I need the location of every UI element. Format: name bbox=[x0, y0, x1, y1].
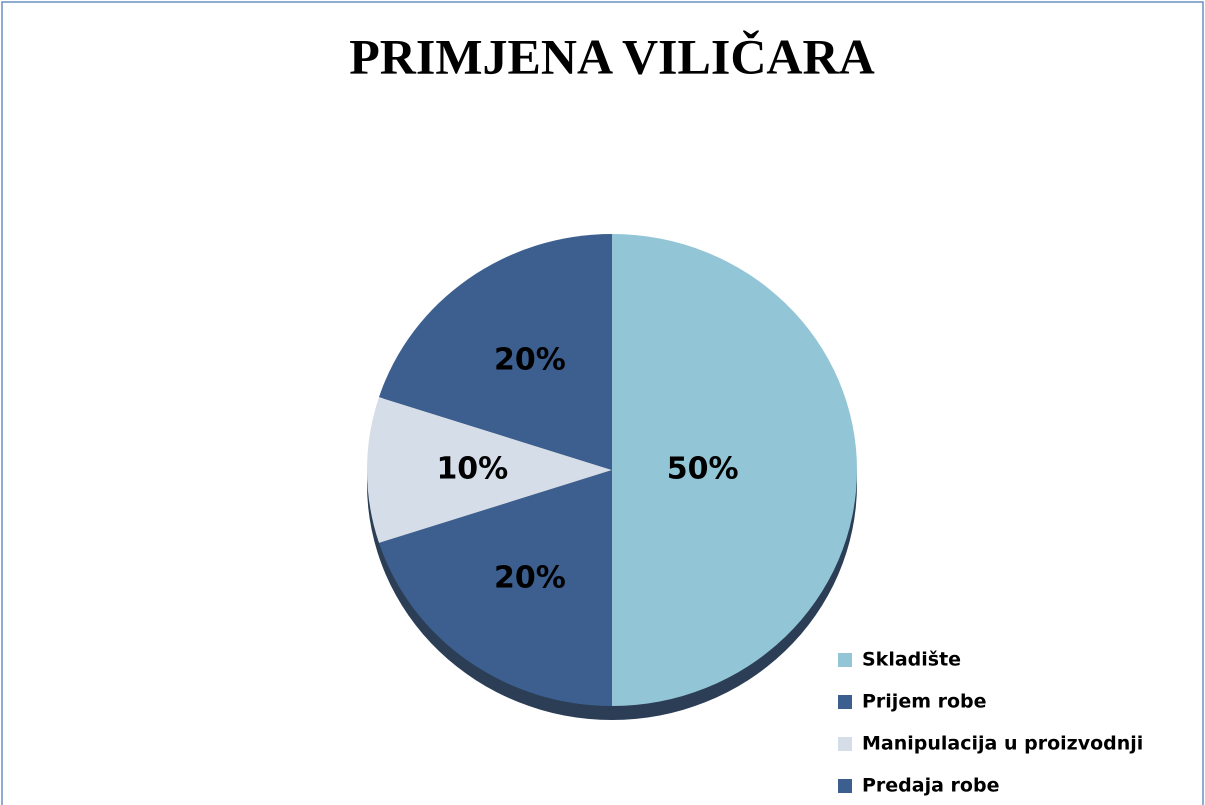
data-label: 50% bbox=[667, 452, 739, 487]
pie-slice bbox=[378, 470, 612, 706]
legend-swatch bbox=[838, 737, 852, 751]
pie-slice bbox=[367, 397, 612, 543]
legend-swatch bbox=[838, 779, 852, 793]
legend-label: Prijem robe bbox=[862, 691, 987, 713]
data-label: 10% bbox=[436, 452, 508, 487]
legend-label: Manipulacija u proizvodnji bbox=[862, 733, 1143, 755]
legend-label: Skladište bbox=[862, 649, 961, 671]
legend-label: Predaja robe bbox=[862, 775, 999, 797]
pie-slice bbox=[378, 234, 612, 470]
data-label: 20% bbox=[494, 560, 566, 595]
data-label: 20% bbox=[494, 343, 566, 378]
chart-title: PRIMJENA VILIČARA bbox=[349, 28, 875, 84]
pie-slice bbox=[612, 234, 857, 706]
legend-swatch bbox=[838, 695, 852, 709]
legend-swatch bbox=[838, 653, 852, 667]
